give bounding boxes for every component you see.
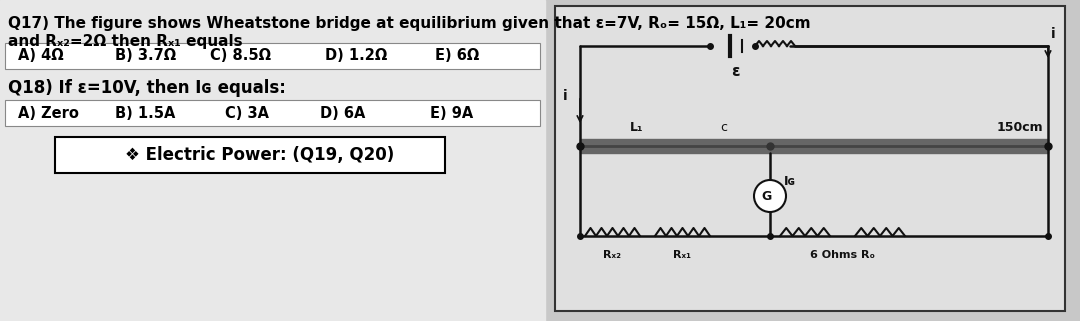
Text: 150cm: 150cm	[997, 121, 1043, 134]
Bar	[555, 6, 1065, 311]
Text: E) 6Ω: E) 6Ω	[435, 48, 480, 64]
Text: ❖ Electric Power: (Q19, Q20): ❖ Electric Power: (Q19, Q20)	[125, 146, 394, 164]
Text: D) 1.2Ω: D) 1.2Ω	[325, 48, 388, 64]
Text: 6 Ohms Rₒ: 6 Ohms Rₒ	[810, 250, 875, 260]
Text: Q18) If ε=10V, then Iɢ equals:: Q18) If ε=10V, then Iɢ equals:	[8, 79, 286, 97]
Bar	[580, 139, 1048, 153]
Bar	[0, 0, 545, 321]
Text: E) 9A: E) 9A	[430, 106, 473, 120]
Text: G: G	[761, 189, 771, 203]
Text: and Rₓ₂=2Ω then Rₓ₁ equals: and Rₓ₂=2Ω then Rₓ₁ equals	[8, 34, 243, 49]
Text: B) 1.5A: B) 1.5A	[114, 106, 175, 120]
Text: c: c	[720, 121, 727, 134]
Bar	[5, 100, 540, 126]
Text: C) 3A: C) 3A	[225, 106, 269, 120]
Text: ε: ε	[731, 64, 739, 79]
Text: i: i	[564, 89, 568, 103]
Bar	[5, 43, 540, 69]
Text: L₁: L₁	[630, 121, 644, 134]
Bar	[55, 137, 445, 173]
Text: Rₓ₁: Rₓ₁	[674, 250, 691, 260]
Text: B) 3.7Ω: B) 3.7Ω	[114, 48, 176, 64]
Text: D) 6A: D) 6A	[320, 106, 365, 120]
Text: i: i	[1051, 27, 1055, 41]
Text: Q17) The figure shows Wheatstone bridge at equilibrium given that ε=7V, Rₒ= 15Ω,: Q17) The figure shows Wheatstone bridge …	[8, 16, 811, 31]
Text: C) 8.5Ω: C) 8.5Ω	[210, 48, 271, 64]
Circle shape	[754, 180, 786, 212]
Text: Rₓ₂: Rₓ₂	[604, 250, 621, 260]
Text: A) 4Ω: A) 4Ω	[18, 48, 64, 64]
Text: A) Zero: A) Zero	[18, 106, 79, 120]
Text: Iɢ: Iɢ	[784, 175, 796, 188]
